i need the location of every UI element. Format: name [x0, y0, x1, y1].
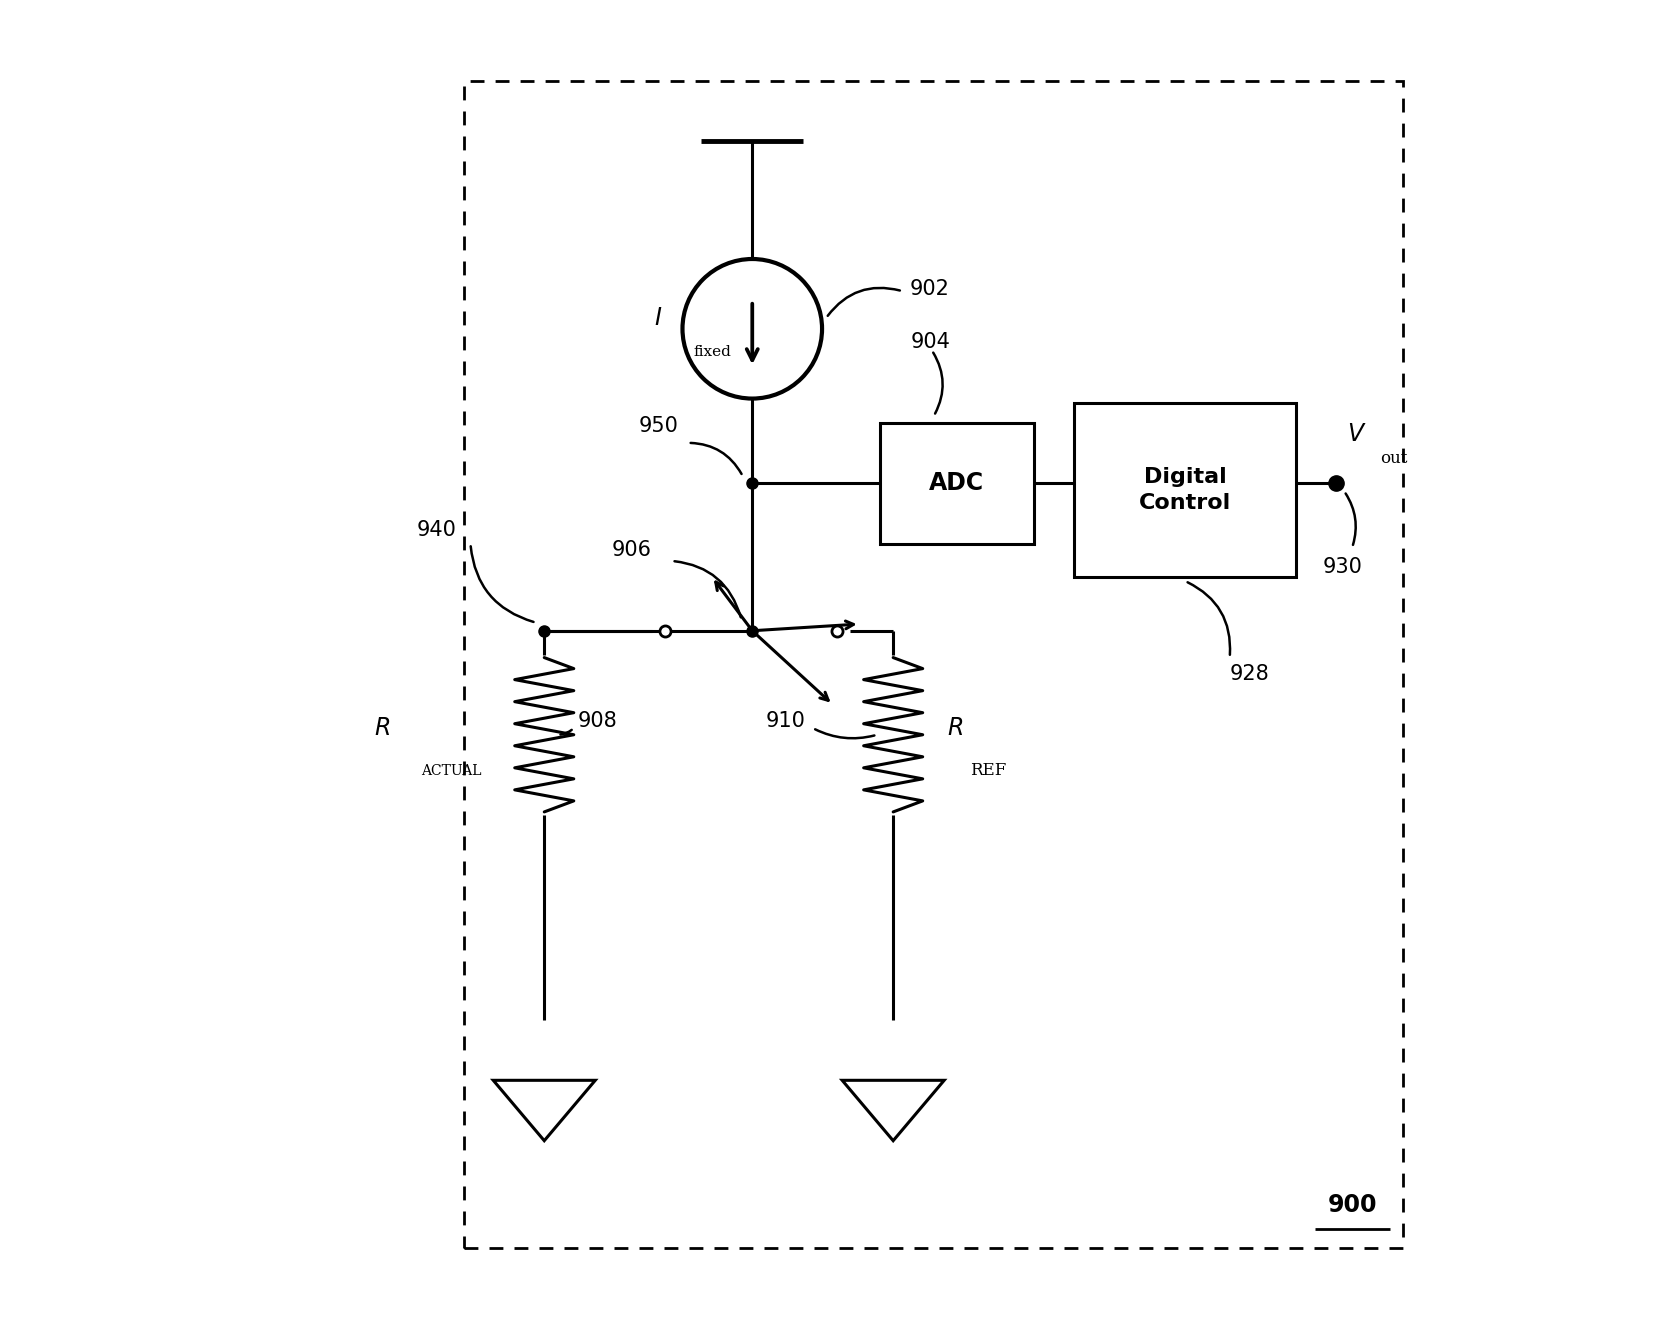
Text: 908: 908 [578, 711, 618, 731]
Text: 910: 910 [766, 711, 806, 731]
Bar [1075, 403, 1296, 577]
Text: Digital
Control: Digital Control [1138, 467, 1231, 513]
Bar [463, 81, 1404, 1248]
Text: 904: 904 [910, 333, 950, 352]
Text: 900: 900 [1328, 1193, 1377, 1217]
Text: 928: 928 [1229, 664, 1269, 684]
Text: fixed: fixed [693, 345, 730, 358]
Text: 940: 940 [416, 521, 457, 539]
Text: ADC: ADC [930, 471, 984, 495]
Text: $R$: $R$ [947, 717, 964, 739]
Text: 902: 902 [910, 279, 949, 298]
Text: $R$: $R$ [374, 717, 390, 739]
Text: ACTUAL: ACTUAL [421, 765, 482, 778]
Bar [880, 423, 1034, 544]
Text: 930: 930 [1323, 557, 1363, 577]
Text: $V$: $V$ [1347, 421, 1367, 446]
Text: 906: 906 [611, 541, 651, 560]
Text: REF: REF [970, 762, 1006, 778]
Text: $I$: $I$ [655, 306, 662, 330]
Text: 950: 950 [638, 416, 678, 436]
Text: out: out [1380, 451, 1407, 467]
